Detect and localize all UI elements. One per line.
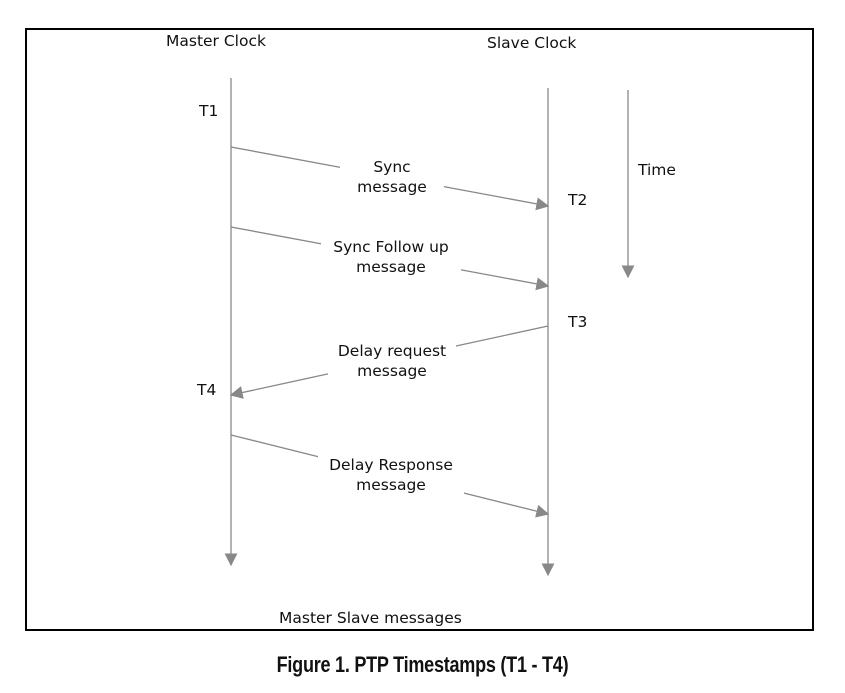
follow-up-message-line1: Sync Follow up	[333, 238, 449, 256]
sync-message-label: Sync message	[340, 157, 444, 197]
delay-response-message-line2: message	[356, 476, 426, 494]
time-label: Time	[638, 161, 676, 179]
timestamp-t1: T1	[199, 102, 219, 120]
delay-request-message-label: Delay request message	[328, 341, 456, 381]
sync-message-line1: Sync	[373, 158, 411, 176]
figure-caption: Figure 1. PTP Timestamps (T1 - T4)	[276, 652, 569, 677]
diagram-frame	[25, 28, 814, 631]
delay-response-message-label: Delay Response message	[318, 455, 464, 495]
timestamp-t3: T3	[568, 313, 588, 331]
follow-up-message-line2: message	[356, 258, 426, 276]
footer-label: Master Slave messages	[279, 609, 462, 627]
sync-message-line2: message	[357, 178, 427, 196]
master-clock-label: Master Clock	[166, 32, 266, 50]
timestamp-t2: T2	[568, 191, 588, 209]
slave-clock-label: Slave Clock	[487, 34, 577, 52]
follow-up-message-label: Sync Follow up message	[321, 237, 461, 277]
delay-response-message-line1: Delay Response	[329, 456, 453, 474]
timestamp-t4: T4	[197, 381, 217, 399]
delay-request-message-line2: message	[357, 362, 427, 380]
delay-request-message-line1: Delay request	[337, 342, 447, 360]
